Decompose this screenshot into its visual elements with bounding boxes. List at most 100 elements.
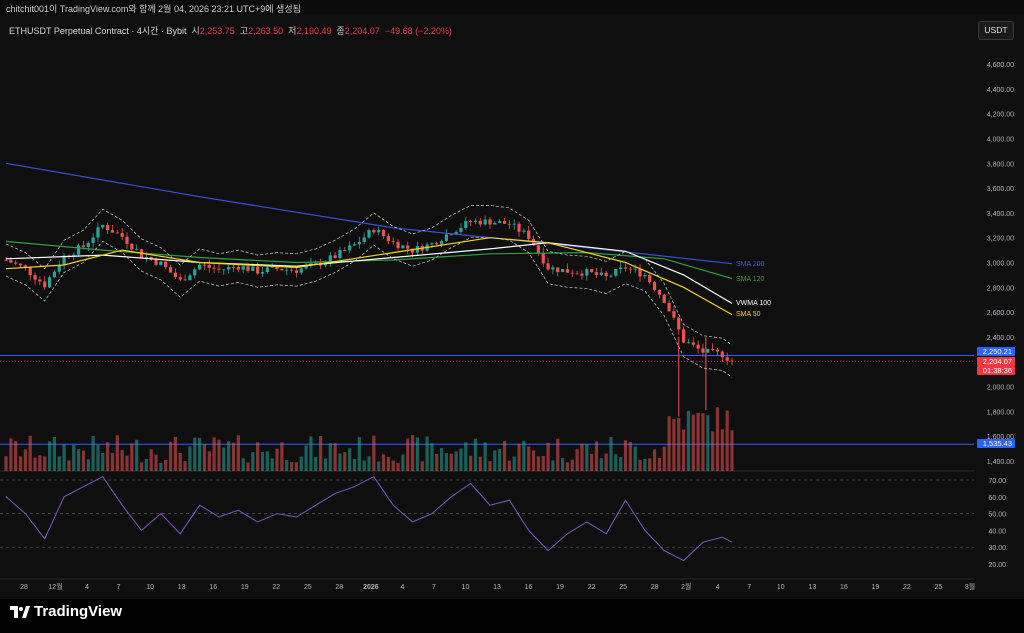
- candle-body: [730, 360, 734, 362]
- volume-bar: [449, 453, 453, 471]
- brand-name[interactable]: TradingView: [34, 603, 123, 620]
- volume-bar: [585, 444, 589, 471]
- time-tick-label: 25: [304, 584, 312, 591]
- candle-body: [212, 267, 216, 269]
- ma-line-vwma-100: [5, 242, 733, 304]
- candle-body: [551, 267, 555, 270]
- candle-body: [294, 270, 298, 273]
- volume-bar: [183, 461, 187, 471]
- volume-bar: [362, 460, 366, 471]
- candle-body: [231, 266, 236, 268]
- chart-frame[interactable]: [0, 14, 1024, 599]
- candle-body: [173, 272, 177, 278]
- volume-bar: [23, 449, 27, 471]
- volume-bar: [527, 446, 531, 471]
- time-tick-label: 10: [462, 584, 470, 591]
- candle-body: [198, 264, 202, 270]
- candle-body: [275, 266, 279, 269]
- high-value: 2,263.50: [248, 26, 284, 36]
- time-tick-label: 3월: [965, 582, 975, 591]
- currency-button[interactable]: USDT: [978, 21, 1014, 40]
- candle-body: [299, 268, 303, 273]
- candle-body: [96, 227, 100, 238]
- candle-body: [594, 272, 599, 275]
- volume-bar: [415, 437, 419, 471]
- volume-bar: [391, 460, 395, 471]
- candle-body: [556, 267, 560, 273]
- low-label: 저: [288, 26, 297, 36]
- candle-body: [570, 272, 574, 274]
- envelope-lower: [5, 237, 733, 378]
- candle-body: [33, 275, 37, 280]
- price-tick-label: 1,800.00: [987, 409, 1014, 416]
- candle-body: [652, 282, 657, 290]
- candle-body: [280, 268, 284, 271]
- candle-body: [648, 275, 652, 283]
- volume-bar: [502, 440, 507, 471]
- volume-bar: [120, 449, 124, 471]
- time-tick-label: 13: [493, 584, 501, 591]
- candle-body: [246, 266, 250, 271]
- time-tick-label: 2026: [363, 584, 379, 591]
- volume-bar: [328, 443, 332, 471]
- candle-body: [590, 269, 594, 273]
- volume-bar: [202, 444, 207, 471]
- candle-body: [14, 262, 18, 264]
- price-tick-label: 4,200.00: [987, 112, 1014, 119]
- volume-bar: [14, 441, 18, 471]
- candle-body: [696, 344, 700, 349]
- sma50-label: SMA 50: [736, 311, 761, 318]
- sma120-label: SMA 120: [736, 276, 765, 283]
- candle-body: [207, 265, 211, 268]
- volume-bar: [478, 456, 482, 471]
- volume-bar: [144, 458, 148, 471]
- candle-body: [4, 260, 8, 261]
- volume-bar: [9, 438, 13, 471]
- candle-body: [493, 222, 497, 225]
- candle-body: [43, 281, 47, 288]
- candle-body: [454, 231, 458, 235]
- volume-bar: [18, 456, 23, 471]
- candle-body: [333, 255, 337, 258]
- candle-body: [585, 269, 589, 276]
- volume-bar: [86, 459, 90, 471]
- volume-bar: [28, 435, 32, 471]
- candle-body: [314, 262, 318, 264]
- rsi-tick-label: 20.00: [988, 562, 1006, 569]
- volume-bar: [135, 439, 139, 471]
- volume-bar: [561, 457, 565, 471]
- volume-bar: [357, 437, 361, 471]
- volume-bar: [188, 446, 192, 471]
- price-tick-label: 2,800.00: [987, 285, 1014, 292]
- volume-bar: [677, 418, 681, 471]
- symbol-name: ETHUSDT Perpetual Contract · 4시간 · Bybit: [9, 26, 187, 36]
- volume-bar: [633, 446, 637, 471]
- volume-bar: [696, 412, 700, 471]
- time-tick-label: 25: [935, 584, 943, 591]
- volume-bar: [256, 442, 260, 471]
- time-tick-label: 28: [651, 584, 659, 591]
- time-tick-label: 12월: [48, 582, 62, 591]
- volume-bar: [164, 459, 168, 471]
- candle-body: [62, 255, 66, 266]
- candle-body: [18, 263, 23, 266]
- chart-canvas[interactable]: 4,600.00 4,400.00 4,200.00 4,000.00 3,800.00…: [0, 14, 1024, 599]
- rsi-tick-label: 50.00: [988, 512, 1006, 519]
- volume-bar: [91, 435, 95, 471]
- volume-bar: [556, 438, 560, 471]
- time-tick-label: 25: [619, 584, 627, 591]
- volume-bar: [43, 456, 47, 471]
- candle-body: [222, 269, 226, 271]
- rsi-tick-label: 30.00: [988, 545, 1006, 552]
- candle-body: [28, 267, 32, 276]
- time-tick-label: 19: [872, 584, 880, 591]
- candle-body: [285, 269, 289, 271]
- tradingview-logo-icon[interactable]: [10, 604, 30, 620]
- volume-bar: [570, 459, 574, 471]
- volume-bar: [231, 442, 236, 471]
- candle-body: [251, 266, 255, 271]
- volume-bar: [706, 415, 710, 471]
- volume-bar: [33, 457, 37, 471]
- volume-bar: [594, 441, 599, 471]
- price-tag-1535: 1,535.43: [977, 439, 1015, 448]
